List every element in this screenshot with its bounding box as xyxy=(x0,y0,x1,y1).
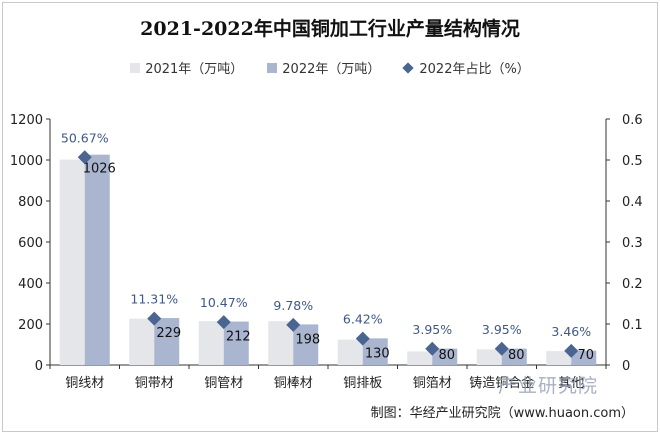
legend-swatch-2021 xyxy=(130,62,141,73)
y-left-tick-label: 0 xyxy=(35,359,43,374)
bar-2022 xyxy=(432,348,458,365)
x-tick-label: 铜带材 xyxy=(135,376,174,391)
share-value-label: 3.95% xyxy=(482,322,522,337)
bar-2022 xyxy=(501,348,527,365)
y-left-tick-label: 1200 xyxy=(10,113,43,128)
bar-value-label-2022: 1026 xyxy=(83,162,116,177)
y-right-tick-label: 0.3 xyxy=(622,236,643,251)
bar-2021 xyxy=(268,321,294,365)
x-tick-label: 其他 xyxy=(558,376,584,391)
bar-2022 xyxy=(154,318,180,365)
y-left-tick-label: 400 xyxy=(18,277,43,292)
share-marker xyxy=(564,343,579,358)
bar-2022 xyxy=(362,338,388,365)
share-marker xyxy=(425,341,440,356)
bar-value-label-2022: 70 xyxy=(577,348,594,363)
legend-swatch-2022 xyxy=(267,62,278,73)
share-marker xyxy=(355,331,370,346)
bar-2021 xyxy=(407,351,433,365)
legend-item-share: 2022年占比（%） xyxy=(402,58,530,77)
bar-value-label-2022: 130 xyxy=(365,346,390,361)
source-note: 制图：华经产业研究院（www.huaon.com） xyxy=(370,406,634,421)
chart-title: 2021-2022年中国铜加工行业产量结构情况 xyxy=(140,18,520,40)
share-marker xyxy=(494,341,509,356)
share-value-label: 9.78% xyxy=(273,298,313,313)
y-right-tick-label: 0.4 xyxy=(622,195,643,210)
bar-value-label-2022: 212 xyxy=(226,330,251,345)
bar-value-label-2022: 80 xyxy=(438,348,455,363)
bar-2021 xyxy=(337,339,363,365)
y-left-tick-label: 600 xyxy=(18,236,43,251)
watermark-text: 产业研究院 xyxy=(498,375,599,397)
share-marker xyxy=(216,315,231,330)
x-tick-label: 铜棒材 xyxy=(274,376,313,391)
share-value-label: 11.31% xyxy=(130,292,178,307)
legend-item-2021: 2021年（万吨） xyxy=(130,58,243,77)
share-marker xyxy=(147,311,162,326)
share-value-label: 6.42% xyxy=(343,312,383,327)
x-tick-label: 铜排板 xyxy=(343,376,382,391)
bar-2021 xyxy=(198,321,224,365)
x-tick-label: 铜箔材 xyxy=(413,375,452,391)
legend-item-2022: 2022年（万吨） xyxy=(267,58,380,77)
bar-2022 xyxy=(84,154,110,365)
share-value-label: 10.47% xyxy=(200,295,248,310)
y-right-tick-label: 0.1 xyxy=(622,318,643,333)
legend-label-2021: 2021年（万吨） xyxy=(145,62,244,77)
legend-label-share: 2022年占比（%） xyxy=(419,62,530,77)
chart-legend: 2021年（万吨） 2022年（万吨） 2022年占比（%） xyxy=(0,58,660,77)
bar-2021 xyxy=(476,349,502,365)
bar-2021 xyxy=(546,351,572,365)
y-right-tick-label: 0.5 xyxy=(622,154,643,169)
bar-2022 xyxy=(571,350,597,365)
y-right-tick-label: 0 xyxy=(622,359,630,374)
y-right-tick-label: 0.6 xyxy=(622,113,643,128)
bar-2022 xyxy=(223,321,249,365)
bar-value-label-2022: 80 xyxy=(508,348,525,363)
y-right-tick-label: 0.2 xyxy=(622,277,643,292)
bar-value-label-2022: 229 xyxy=(156,326,181,341)
share-value-label: 3.46% xyxy=(551,324,591,339)
bar-2021 xyxy=(129,318,155,365)
y-left-tick-label: 200 xyxy=(18,318,43,333)
bar-value-label-2022: 198 xyxy=(295,332,320,347)
share-marker xyxy=(286,317,301,332)
legend-label-2022: 2022年（万吨） xyxy=(282,62,381,77)
share-value-label: 3.95% xyxy=(412,322,452,337)
x-tick-label: 铸造铜合金 xyxy=(469,375,534,391)
x-tick-label: 铜管材 xyxy=(204,376,243,391)
share-value-label: 50.67% xyxy=(61,130,109,145)
y-left-tick-label: 800 xyxy=(18,195,43,210)
y-left-tick-label: 1000 xyxy=(10,154,43,169)
share-marker xyxy=(77,150,92,165)
bar-2022 xyxy=(293,324,319,365)
x-tick-label: 铜线材 xyxy=(65,376,104,391)
bar-2021 xyxy=(59,159,85,365)
